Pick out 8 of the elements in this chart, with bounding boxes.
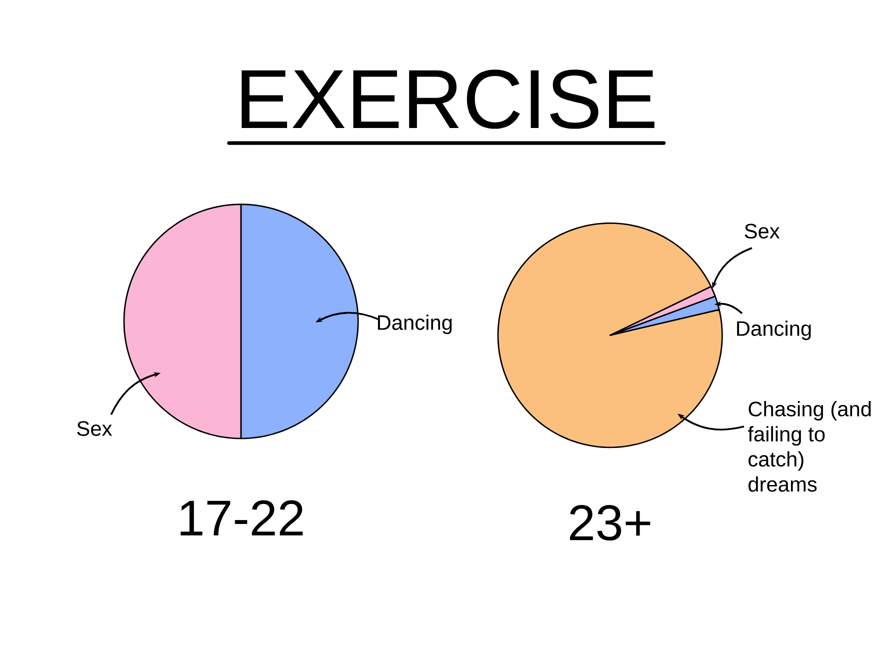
- slice-label: Chasing (and failing to catch) dreams: [748, 401, 871, 492]
- slice-label: Sex: [77, 421, 112, 436]
- text: 23+: [570, 505, 650, 541]
- slice-label: Sex: [744, 224, 780, 239]
- text: 17-22: [180, 500, 303, 536]
- text: EXERCISE: [242, 70, 654, 129]
- slice-label: Dancing: [737, 320, 811, 340]
- slice-label: Dancing: [378, 314, 452, 334]
